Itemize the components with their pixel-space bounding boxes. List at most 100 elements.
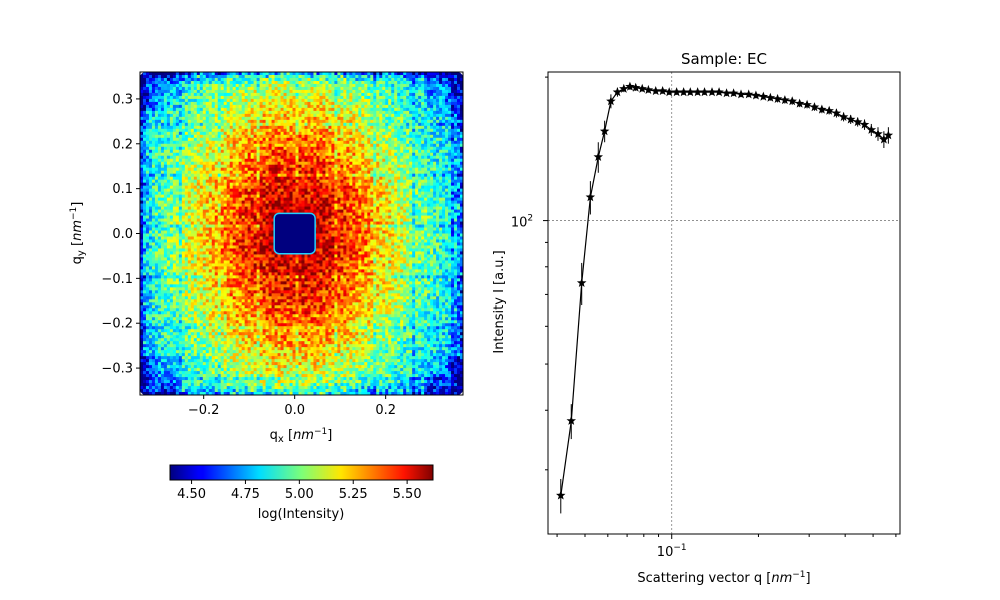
heatmap-cell <box>191 320 194 323</box>
heatmap-cell <box>155 281 158 284</box>
heatmap-cell <box>182 132 185 135</box>
heatmap-cell <box>152 254 155 257</box>
heatmap-cell <box>263 275 266 278</box>
heatmap-cell <box>209 239 212 242</box>
heatmap-cell <box>251 156 254 159</box>
heatmap-cell <box>143 338 146 341</box>
heatmap-cell <box>221 132 224 135</box>
heatmap-cell <box>221 225 224 228</box>
heatmap-cell <box>140 314 143 317</box>
heatmap-cell <box>260 108 263 111</box>
heatmap-cell <box>236 129 239 132</box>
heatmap-cell <box>203 75 206 78</box>
heatmap-cell <box>191 114 194 117</box>
heatmap-cell <box>233 198 236 201</box>
heatmap-cell <box>269 213 272 216</box>
heatmap-cell <box>224 114 227 117</box>
heatmap-cell <box>260 228 263 231</box>
heatmap-cell <box>197 287 200 290</box>
heatmap-cell <box>278 126 281 129</box>
heatmap-cell <box>176 314 179 317</box>
heatmap-cell <box>161 266 164 269</box>
heatmap-cell <box>158 174 161 177</box>
heatmap-cell <box>221 296 224 299</box>
heatmap-cell <box>149 347 152 350</box>
heatmap-cell <box>155 278 158 281</box>
heatmap-cell <box>215 266 218 269</box>
heatmap-cell <box>152 275 155 278</box>
heatmap-cell <box>212 141 215 144</box>
heatmap-cell <box>146 347 149 350</box>
heatmap-cell <box>200 263 203 266</box>
heatmap-cell <box>275 332 278 335</box>
heatmap-cell <box>182 293 185 296</box>
heatmap-cell <box>146 260 149 263</box>
heatmap-cell <box>224 84 227 87</box>
heatmap-cell <box>224 168 227 171</box>
heatmap-cell <box>197 329 200 332</box>
heatmap-cell <box>254 359 257 362</box>
heatmap-cell <box>254 371 257 374</box>
heatmap-cell <box>140 78 143 81</box>
heatmap-cell <box>200 72 203 75</box>
heatmap-cell <box>173 263 176 266</box>
heatmap-cell <box>263 371 266 374</box>
heatmap-cell <box>146 210 149 213</box>
heatmap-cell <box>194 105 197 108</box>
heatmap-cell <box>215 341 218 344</box>
heatmap-cell <box>167 293 170 296</box>
heatmap-cell <box>215 111 218 114</box>
heatmap-cell <box>209 159 212 162</box>
heatmap-cell <box>251 311 254 314</box>
heatmap-cell <box>161 344 164 347</box>
heatmap-cell <box>221 269 224 272</box>
heatmap-cell <box>233 93 236 96</box>
heatmap-cell <box>275 281 278 284</box>
heatmap-cell <box>272 201 275 204</box>
heatmap-cell <box>260 311 263 314</box>
heatmap-cell <box>215 183 218 186</box>
heatmap-cell <box>143 171 146 174</box>
heatmap-cell <box>221 365 224 368</box>
heatmap-cell <box>212 75 215 78</box>
heatmap-cell <box>215 108 218 111</box>
heatmap-cell <box>233 114 236 117</box>
heatmap-cell <box>155 326 158 329</box>
heatmap-cell <box>167 102 170 105</box>
heatmap-cell <box>266 347 269 350</box>
heatmap-cell <box>272 344 275 347</box>
heatmap-cell <box>278 153 281 156</box>
heatmap-cell <box>179 129 182 132</box>
heatmap-cell <box>194 353 197 356</box>
heatmap-cell <box>230 377 233 380</box>
heatmap-cell <box>254 72 257 75</box>
heatmap-cell <box>245 111 248 114</box>
heatmap-cell <box>263 269 266 272</box>
heatmap-cell <box>149 359 152 362</box>
heatmap-cell <box>230 338 233 341</box>
heatmap-cell <box>188 141 191 144</box>
heatmap-cell <box>221 189 224 192</box>
heatmap-cell <box>143 219 146 222</box>
heatmap-cell <box>245 192 248 195</box>
heatmap-cell <box>269 278 272 281</box>
heatmap-cell <box>191 198 194 201</box>
heatmap-cell <box>254 284 257 287</box>
heatmap-cell <box>242 332 245 335</box>
heatmap-cell <box>140 198 143 201</box>
heatmap-cell <box>242 254 245 257</box>
heatmap-cell <box>155 144 158 147</box>
heatmap-cell <box>209 341 212 344</box>
heatmap-cell <box>167 350 170 353</box>
heatmap-cell <box>209 296 212 299</box>
heatmap-cell <box>191 216 194 219</box>
heatmap-cell <box>143 260 146 263</box>
heatmap-cell <box>251 138 254 141</box>
heatmap-cell <box>254 195 257 198</box>
heatmap-cell <box>179 180 182 183</box>
heatmap-cell <box>143 347 146 350</box>
heatmap-cell <box>152 102 155 105</box>
heatmap-cell <box>146 236 149 239</box>
heatmap-cell <box>230 251 233 254</box>
heatmap-cell <box>242 377 245 380</box>
